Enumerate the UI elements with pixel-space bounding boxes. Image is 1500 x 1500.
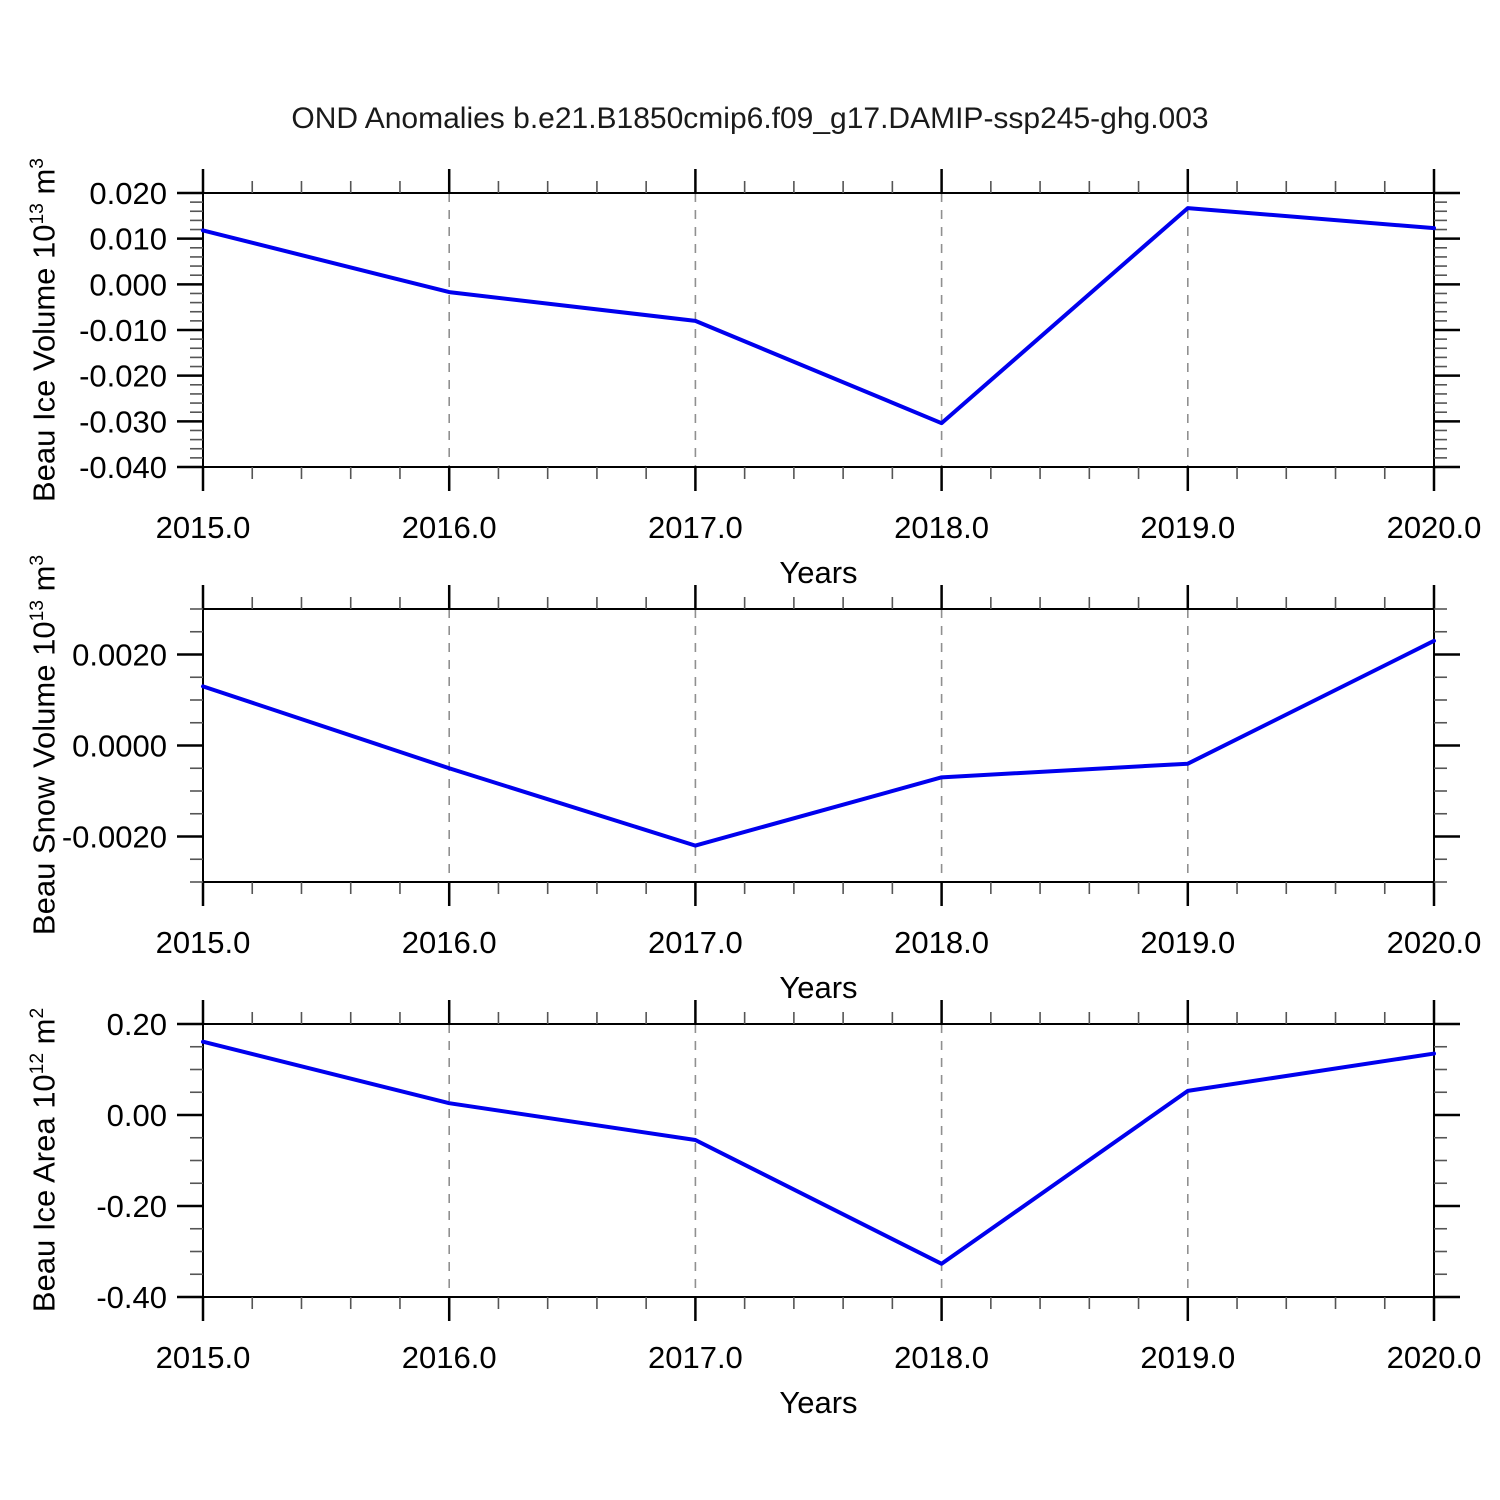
y-axis-title-ice-volume: Beau Ice Volume 1013 m3	[18, 110, 62, 550]
y-axis-exponent: 12	[27, 1052, 48, 1075]
y-tick-label: 0.020	[89, 176, 167, 211]
x-tick-label: 2015.0	[156, 1340, 251, 1375]
y-axis-exponent: 13	[27, 203, 48, 225]
plot-frame	[202, 1023, 1435, 1298]
x-tick-label: 2020.0	[1387, 925, 1482, 960]
x-tick-label: 2015.0	[156, 925, 251, 960]
y-tick-label: 0.010	[89, 222, 167, 257]
x-tick-label: 2018.0	[894, 1340, 989, 1375]
data-line	[201, 638, 1436, 848]
y-axis-unit-exponent: 3	[27, 554, 48, 566]
x-tick-label: 2020.0	[1387, 510, 1482, 545]
y-tick-label: 0.0020	[72, 638, 167, 673]
plot-frame	[202, 192, 1435, 468]
x-tick-label: 2019.0	[1140, 510, 1235, 545]
y-axis-unit-exponent: 2	[27, 1007, 48, 1019]
x-axis-title: Years	[779, 555, 858, 590]
y-axis-exponent: 13	[27, 600, 48, 622]
x-tick-label: 2018.0	[894, 925, 989, 960]
y-axis-title-ice-area: Beau Ice Area 1012 m2	[18, 940, 62, 1380]
y-tick-label: -0.20	[96, 1189, 167, 1224]
plot-frame	[202, 608, 1435, 883]
y-tick-label: 0.0000	[72, 729, 167, 764]
x-axis-title: Years	[779, 1385, 858, 1420]
y-axis-unit: m	[26, 168, 62, 204]
x-tick-label: 2016.0	[402, 925, 497, 960]
y-axis-title-snow-volume: Beau Snow Volume 1013 m3	[18, 525, 62, 965]
y-tick-label: 0.20	[107, 1007, 167, 1042]
x-tick-label: 2019.0	[1140, 1340, 1235, 1375]
x-tick-label: 2019.0	[1140, 925, 1235, 960]
x-tick-label: 2017.0	[648, 510, 743, 545]
data-line	[201, 1039, 1436, 1266]
y-tick-label: -0.020	[79, 359, 167, 394]
y-tick-label: -0.040	[79, 450, 167, 485]
y-tick-label: -0.0020	[62, 820, 167, 855]
x-tick-label: 2020.0	[1387, 1340, 1482, 1375]
figure-title: OND Anomalies b.e21.B1850cmip6.f09_g17.D…	[291, 102, 1209, 135]
x-axis-title: Years	[779, 970, 858, 1005]
x-tick-label: 2017.0	[648, 1340, 743, 1375]
x-tick-label: 2016.0	[402, 1340, 497, 1375]
x-tick-label: 2015.0	[156, 510, 251, 545]
y-tick-label: -0.030	[79, 404, 167, 439]
data-line	[201, 206, 1436, 426]
y-axis-title-text: Beau Ice Area 10	[26, 1074, 62, 1313]
y-axis-unit-exponent: 3	[27, 158, 48, 169]
x-tick-label: 2017.0	[648, 925, 743, 960]
y-axis-title-text: Beau Snow Volume 10	[26, 621, 62, 936]
y-tick-label: -0.010	[79, 313, 167, 348]
x-tick-label: 2016.0	[402, 510, 497, 545]
y-tick-label: -0.40	[96, 1280, 167, 1315]
y-axis-unit: m	[26, 565, 62, 601]
y-tick-label: 0.000	[89, 267, 167, 302]
y-tick-label: 0.00	[107, 1098, 167, 1133]
y-axis-unit: m	[26, 1018, 62, 1053]
x-tick-label: 2018.0	[894, 510, 989, 545]
y-axis-title-text: Beau Ice Volume 10	[26, 224, 62, 502]
